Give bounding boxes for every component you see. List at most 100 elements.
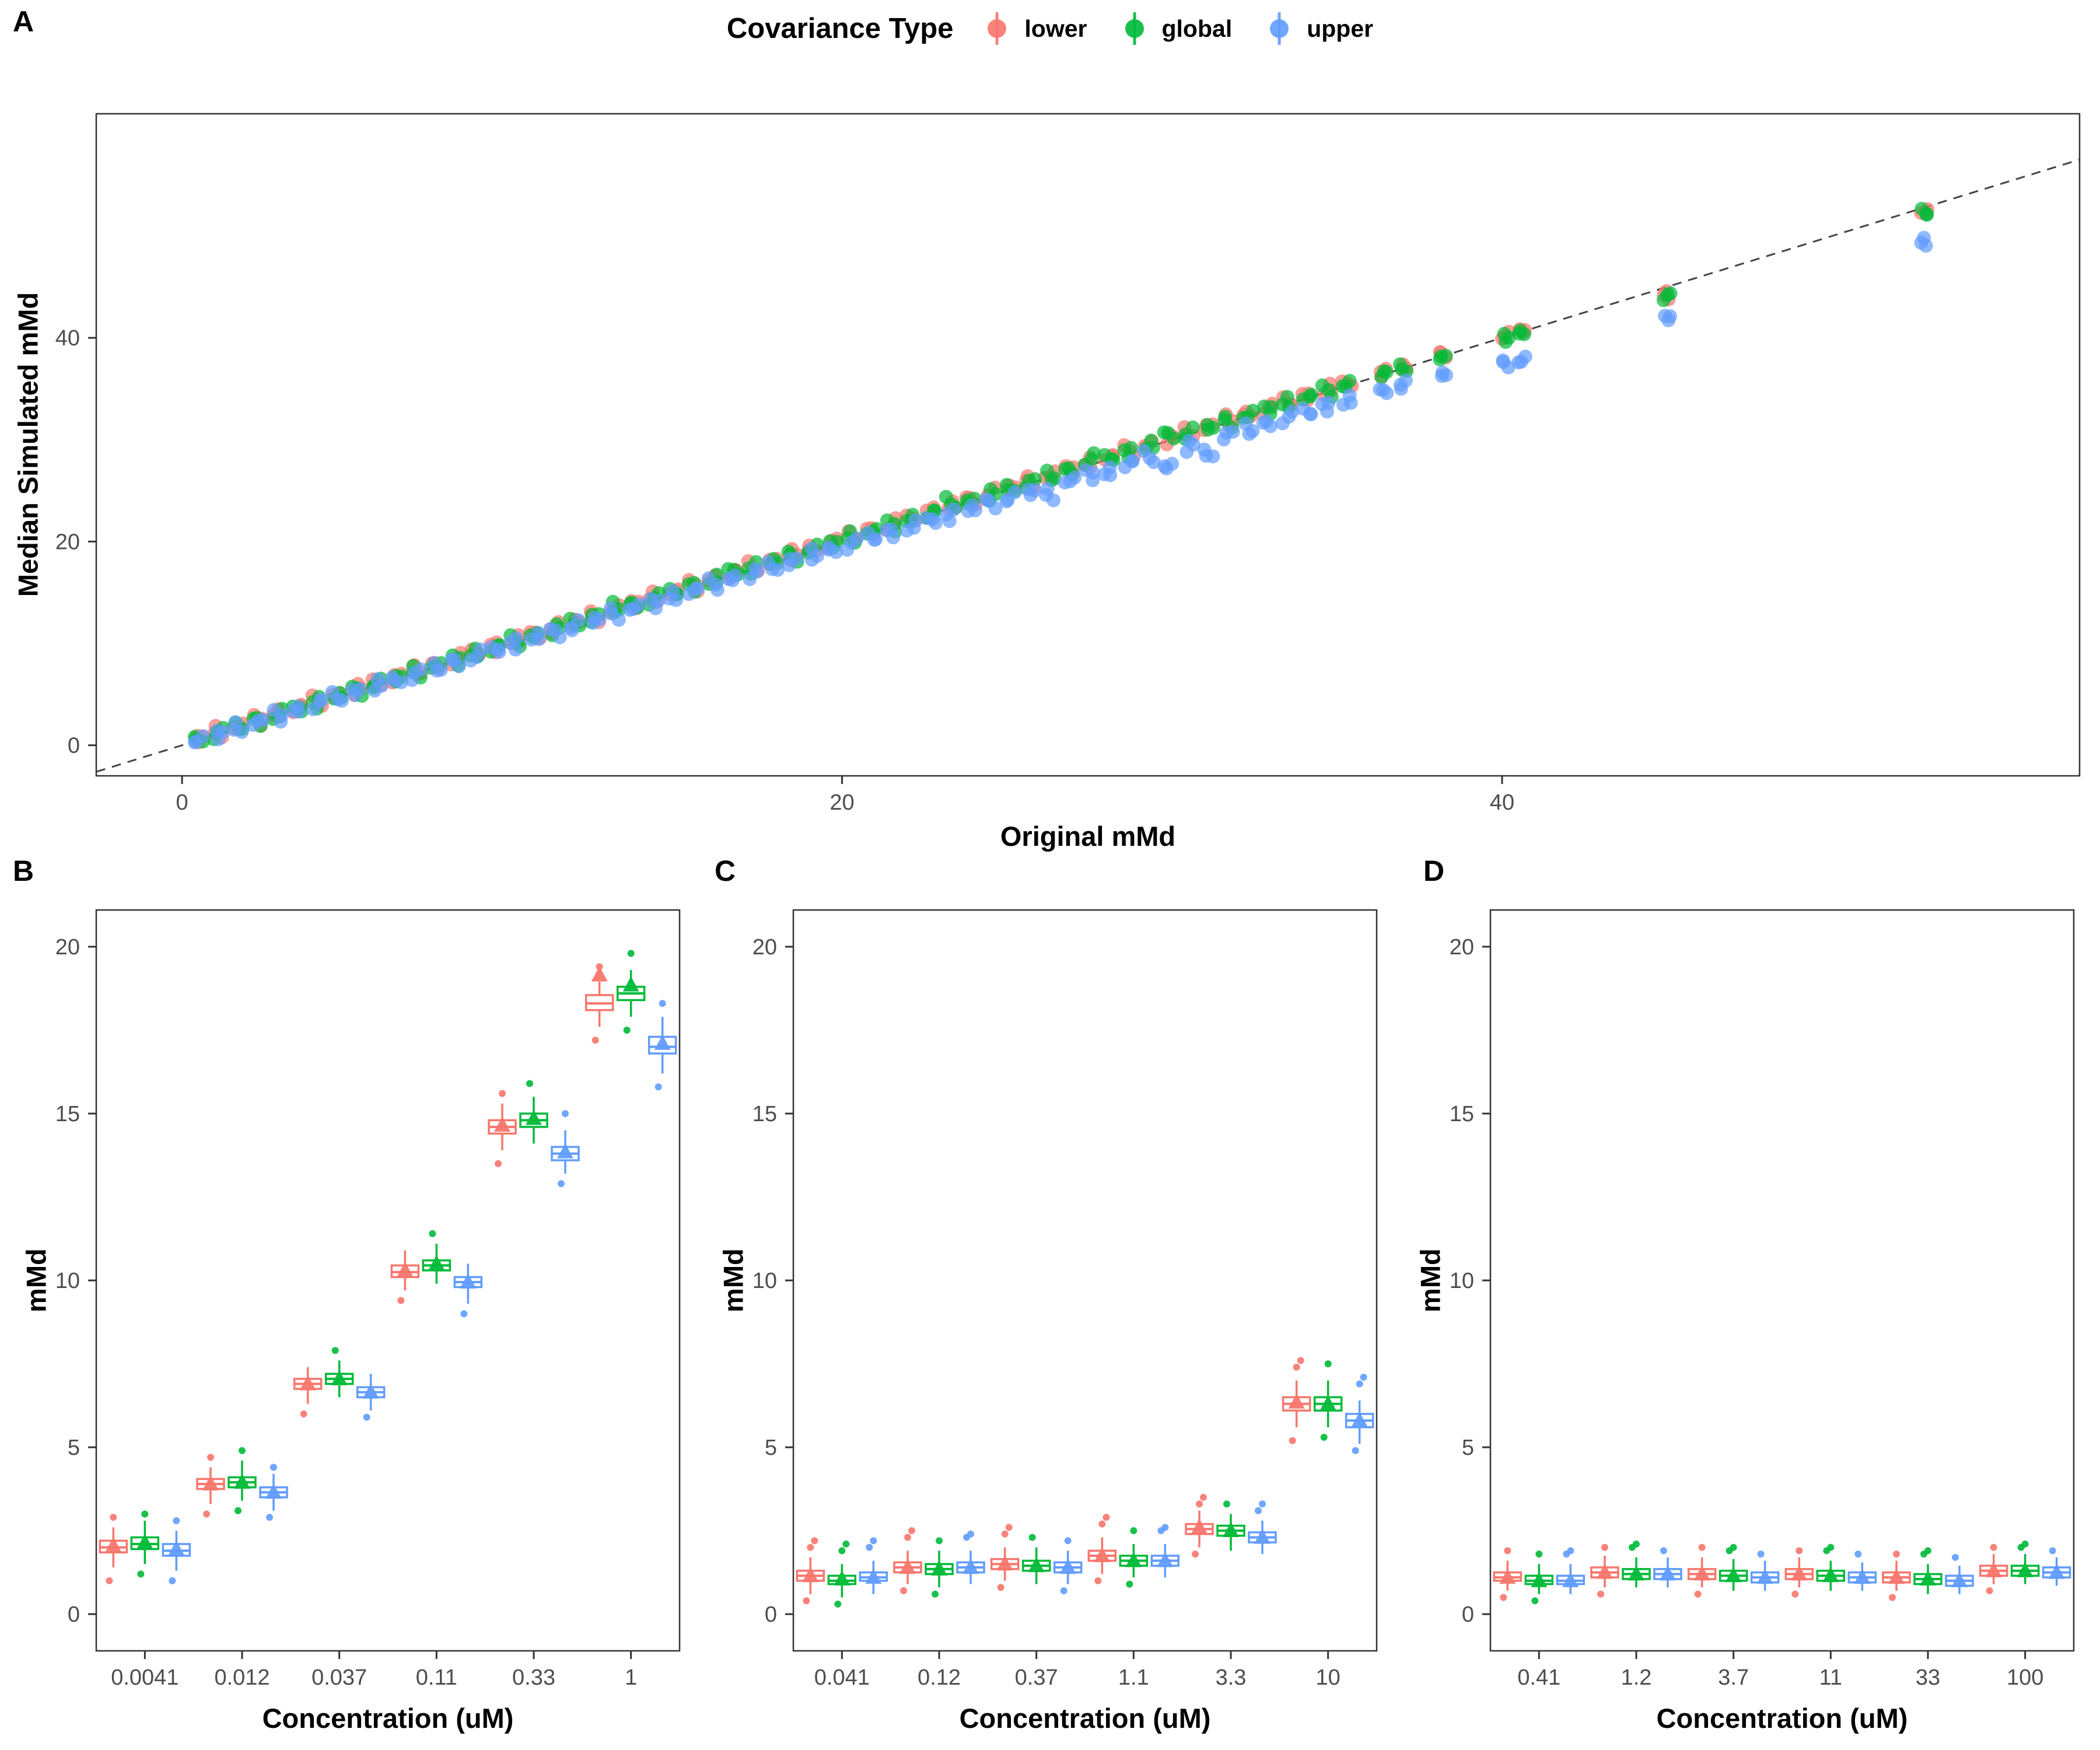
scatter-point <box>1373 382 1387 397</box>
scatter-point <box>748 562 762 576</box>
legend-item-lower: lower <box>980 9 1087 48</box>
x-tick-label: 0.41 <box>1517 1665 1560 1690</box>
scatter-point <box>965 498 979 513</box>
mean-triangle-icon <box>526 1110 542 1125</box>
scatter-point <box>196 729 210 744</box>
scatter-point <box>728 568 742 583</box>
mean-triangle-icon <box>1660 1565 1676 1581</box>
scatter-point <box>1321 396 1336 410</box>
outlier-point <box>1360 1373 1367 1381</box>
y-tick-label: 10 <box>752 1269 777 1293</box>
outlier-point <box>266 1514 273 1521</box>
outlier-point <box>363 1413 370 1421</box>
scatter-point <box>1185 420 1200 435</box>
outlier-point <box>967 1530 974 1538</box>
outlier-point <box>654 1083 662 1091</box>
y-tick-label: 20 <box>55 935 80 960</box>
scatter-point <box>1497 327 1511 341</box>
scatter-point <box>325 685 340 699</box>
mean-triangle-icon <box>1125 1552 1142 1567</box>
legend-items: lower global upper <box>980 9 1373 48</box>
outlier-point <box>1601 1544 1608 1551</box>
scatter-point <box>1200 418 1214 432</box>
scatter-point <box>919 511 933 526</box>
scatter-point <box>1125 453 1140 468</box>
panel-border <box>792 909 1378 1652</box>
outlier-point <box>1297 1357 1304 1364</box>
outlier-point <box>1567 1547 1574 1555</box>
scatter-point <box>1296 401 1310 416</box>
outlier-point <box>997 1584 1005 1591</box>
outlier-point <box>397 1297 405 1304</box>
x-tick-label: 0.041 <box>814 1665 870 1690</box>
mean-triangle-icon <box>865 1569 882 1584</box>
mean-triangle-icon <box>2048 1563 2065 1579</box>
mean-triangle-icon <box>654 1034 671 1050</box>
scatter-point <box>908 513 922 527</box>
box-series-global <box>1524 1540 2040 1605</box>
x-tick-label: 0 <box>176 790 188 815</box>
mean-triangle-icon <box>331 1370 348 1385</box>
scatter-point <box>1257 399 1272 414</box>
box-series-global <box>827 1360 1343 1608</box>
scatter-point <box>1658 309 1672 323</box>
panel-b-boxplot: 0 5 10 15 20 0.0041 0.012 0.037 0.11 0.33 1 <box>55 909 681 1690</box>
x-tick-label: 0.33 <box>512 1665 555 1690</box>
legend-title: Covariance Type <box>726 13 954 44</box>
y-tick-label: 5 <box>68 1436 80 1460</box>
scatter-point <box>946 502 961 517</box>
scatter-point <box>1435 365 1450 380</box>
outlier-point <box>300 1410 307 1418</box>
panel-b-label: B <box>13 855 34 887</box>
outlier-point <box>1500 1594 1507 1601</box>
covariance-legend: Covariance Type lower global upper <box>0 9 2100 48</box>
outlier-point <box>1730 1544 1737 1551</box>
outlier-point <box>1064 1537 1072 1545</box>
x-tick-label: 0.11 <box>416 1665 457 1690</box>
scatter-point <box>884 522 898 537</box>
outlier-point <box>429 1230 436 1237</box>
outlier-point <box>141 1510 149 1518</box>
panel-border <box>95 113 2081 777</box>
mean-triangle-icon <box>397 1261 414 1277</box>
panel-a-label: A <box>13 5 34 38</box>
outlier-point <box>932 1590 939 1598</box>
mean-triangle-icon <box>1059 1558 1076 1574</box>
outlier-point <box>1504 1547 1511 1555</box>
scatter-point <box>1068 470 1082 485</box>
outlier-point <box>558 1180 565 1188</box>
outlier-point <box>1028 1534 1036 1541</box>
outlier-point <box>1854 1550 1862 1558</box>
panel-border <box>1489 909 2075 1652</box>
mean-triangle-icon <box>1920 1570 1936 1586</box>
mean-triangle-icon <box>460 1273 477 1289</box>
scatter-point <box>666 584 680 598</box>
outlier-point <box>1531 1597 1539 1605</box>
mean-triangle-icon <box>299 1375 316 1391</box>
panel-d-boxplot: 0 5 10 15 20 0.41 1.2 3.7 11 33 100 <box>1450 909 2075 1690</box>
scatter-point <box>1087 446 1101 460</box>
scatter-point <box>1157 425 1171 440</box>
y-tick-label: 0 <box>765 1602 777 1627</box>
mean-triangle-icon <box>1094 1546 1111 1562</box>
scatter-point <box>1182 433 1196 448</box>
outlier-point <box>811 1537 818 1545</box>
scatter-point <box>822 540 836 555</box>
scatter-point <box>1238 416 1253 430</box>
outlier-point <box>1633 1540 1640 1548</box>
outlier-point <box>807 1544 814 1551</box>
mean-triangle-icon <box>1628 1565 1644 1581</box>
x-tick-label: 20 <box>830 790 854 815</box>
box-series-lower <box>796 1357 1311 1605</box>
mean-triangle-icon <box>1597 1563 1613 1579</box>
mean-triangle-icon <box>591 966 608 982</box>
box-series-upper <box>859 1373 1374 1595</box>
pointrange-icon <box>988 12 1007 45</box>
panel-b-x-axis-title: Concentration (uM) <box>262 1703 514 1734</box>
scatter-point <box>701 571 716 586</box>
y-tick-label: 10 <box>55 1269 80 1293</box>
scatter-point <box>290 699 305 713</box>
scatter-point <box>1398 373 1413 388</box>
